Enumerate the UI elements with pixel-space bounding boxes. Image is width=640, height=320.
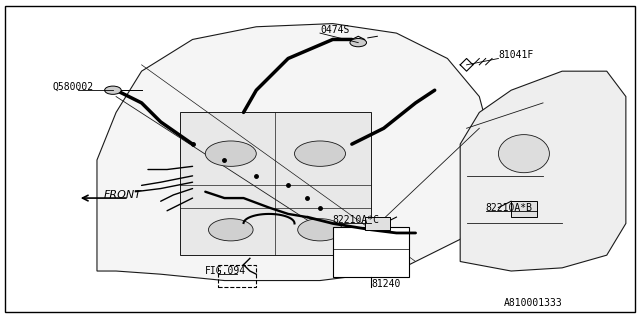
Bar	[218, 265, 256, 287]
Bar	[511, 201, 537, 217]
Circle shape	[205, 141, 256, 166]
Circle shape	[298, 219, 342, 241]
Circle shape	[209, 219, 253, 241]
Circle shape	[294, 141, 346, 166]
Bar	[333, 227, 409, 277]
Text: FIG.094: FIG.094	[205, 266, 246, 276]
Text: FRONT: FRONT	[103, 190, 141, 200]
Bar	[365, 217, 390, 230]
Text: 81240: 81240	[371, 279, 401, 289]
Bar	[180, 112, 371, 255]
Ellipse shape	[499, 135, 549, 173]
Text: 0474S: 0474S	[320, 25, 349, 35]
Text: Q580002: Q580002	[52, 82, 93, 92]
Text: 81041F: 81041F	[499, 51, 534, 60]
Text: 82210A*C: 82210A*C	[333, 215, 380, 226]
Text: 82210A*B: 82210A*B	[486, 203, 532, 213]
PathPatch shape	[460, 71, 626, 271]
Text: A810001333: A810001333	[504, 298, 562, 308]
Circle shape	[104, 86, 121, 94]
PathPatch shape	[97, 24, 492, 281]
Circle shape	[350, 38, 367, 47]
